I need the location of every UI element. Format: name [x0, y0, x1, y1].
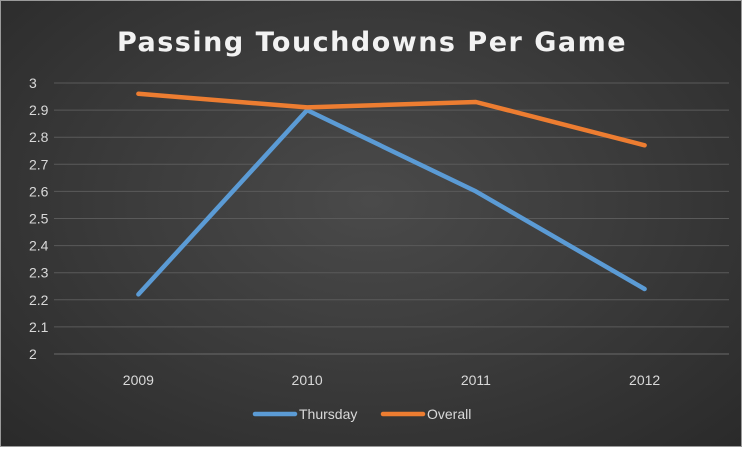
y-tick-label: 2.9: [29, 102, 49, 118]
y-tick-label: 2.4: [29, 238, 49, 254]
x-tick-label: 2010: [292, 372, 323, 388]
y-tick-label: 2.5: [29, 211, 49, 227]
x-tick-label: 2009: [123, 372, 154, 388]
x-tick-label: 2012: [629, 372, 660, 388]
y-tick-label: 2.1: [29, 319, 49, 335]
gridlines: [54, 82, 729, 355]
series-line-thursday: [136, 107, 647, 297]
legend-label-overall: Overall: [427, 406, 471, 422]
y-tick-label: 2.8: [29, 129, 49, 145]
y-axis-ticks: 2 2.1 2.2 2.3 2.4 2.5 2.6 2.7 2.8 2.9 3: [29, 75, 49, 362]
y-tick-label: 2.6: [29, 183, 49, 199]
x-axis-ticks: 2009 2010 2011 2012: [123, 372, 661, 388]
series-lines: [136, 91, 647, 297]
y-tick-label: 2.2: [29, 292, 49, 308]
y-tick-label: 2.3: [29, 265, 49, 281]
y-tick-label: 2.7: [29, 156, 49, 172]
legend-label-thursday: Thursday: [299, 406, 357, 422]
y-tick-label: 3: [29, 75, 37, 91]
x-tick-label: 2011: [461, 372, 491, 388]
series-line-overall: [136, 91, 647, 148]
chart-title: Passing Touchdowns Per Game: [117, 27, 627, 58]
y-tick-label: 2: [29, 346, 37, 362]
legend: Thursday Overall: [252, 406, 471, 422]
